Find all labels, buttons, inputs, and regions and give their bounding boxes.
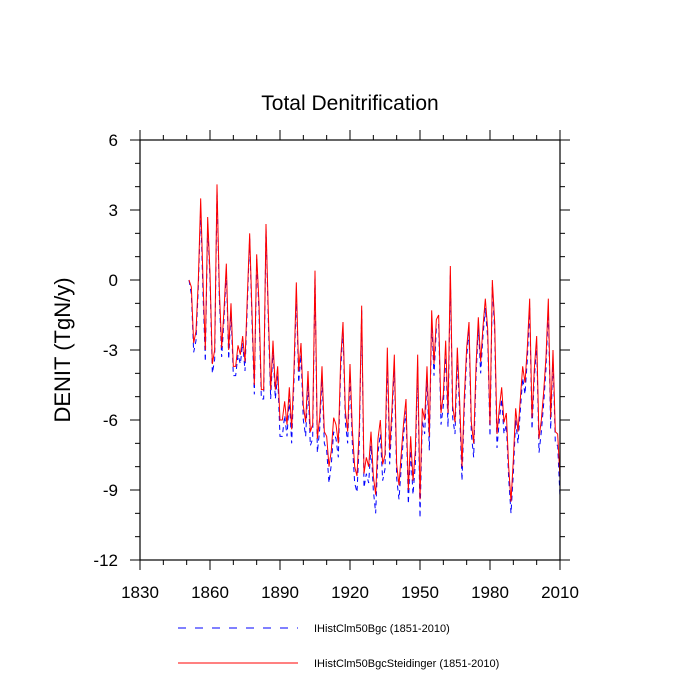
x-tick-label: 1860 [191, 583, 229, 602]
axis-tick-labels: 1830 1860 1890 1920 1950 1980 2010 -12 -9 -6 -3 0 3 6 [93, 131, 578, 602]
x-tick-label: 1980 [471, 583, 509, 602]
x-tick-label: 1950 [401, 583, 439, 602]
x-tick-label: 1830 [121, 583, 159, 602]
y-tick-label: 6 [109, 131, 118, 150]
chart-title: Total Denitrification [261, 92, 438, 115]
y-axis-label: DENIT (TgN/y) [50, 277, 75, 422]
y-tick-label: -12 [93, 551, 118, 570]
axis-ticks [130, 130, 570, 570]
plot-frame [139, 139, 561, 561]
y-tick-label: -3 [103, 341, 118, 360]
series-lines [188, 184, 561, 519]
x-tick-label: 1920 [331, 583, 369, 602]
legend: IHistClm50Bgc (1851-2010) IHistClm50BgcSt… [178, 623, 499, 670]
y-tick-label: -6 [103, 411, 118, 430]
x-tick-label: 1890 [261, 583, 299, 602]
y-tick-label: 0 [109, 271, 118, 290]
series-line-2 [188, 184, 561, 502]
y-tick-label: 3 [109, 201, 118, 220]
legend-label: IHistClm50Bgc (1851-2010) [314, 623, 450, 635]
x-tick-label: 2010 [541, 583, 579, 602]
legend-label: IHistClm50BgcSteidinger (1851-2010) [314, 658, 499, 670]
y-tick-label: -9 [103, 481, 118, 500]
